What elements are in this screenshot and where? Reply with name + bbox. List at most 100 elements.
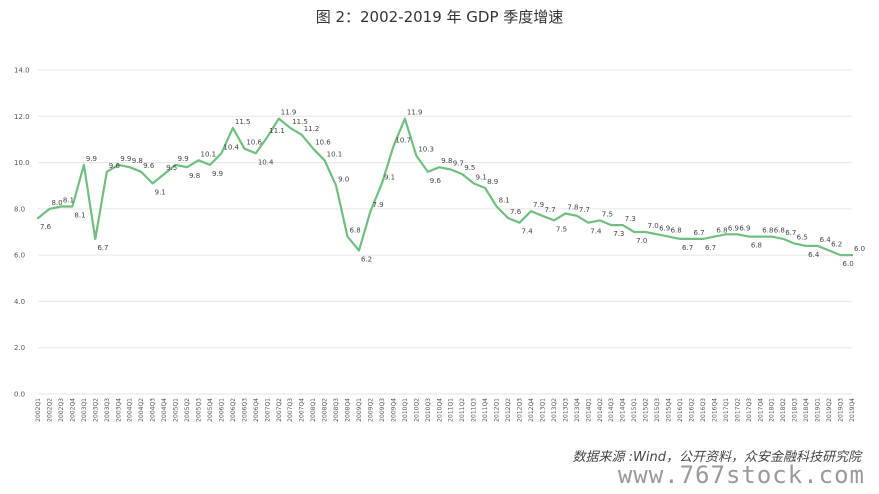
x-tick-label: 2016Q1 bbox=[677, 398, 684, 422]
x-tick-label: 2016Q4 bbox=[711, 398, 718, 422]
y-tick-label: 4.0 bbox=[14, 298, 25, 306]
x-tick-label: 2002Q4 bbox=[69, 398, 76, 422]
x-tick-label: 2010Q1 bbox=[402, 398, 409, 422]
data-label: 10.6 bbox=[315, 139, 331, 147]
x-tick-label: 2013Q3 bbox=[562, 398, 569, 422]
x-tick-label: 2007Q2 bbox=[276, 398, 283, 422]
watermark-text: www.767stock.com bbox=[617, 461, 865, 489]
x-tick-label: 2015Q3 bbox=[654, 398, 661, 422]
x-tick-label: 2015Q1 bbox=[631, 398, 638, 422]
x-tick-label: 2010Q2 bbox=[413, 398, 420, 422]
data-label: 9.8 bbox=[132, 157, 143, 165]
x-tick-label: 2002Q3 bbox=[58, 398, 65, 422]
data-label: 6.7 bbox=[785, 229, 796, 237]
data-label: 7.5 bbox=[602, 210, 613, 218]
data-label: 7.3 bbox=[625, 215, 636, 223]
data-label: 7.5 bbox=[556, 225, 567, 233]
data-label: 10.7 bbox=[395, 136, 411, 144]
data-label: 7.9 bbox=[533, 201, 544, 209]
x-tick-label: 2009Q2 bbox=[367, 398, 374, 422]
x-tick-label: 2013Q1 bbox=[539, 398, 546, 422]
data-label: 9.8 bbox=[441, 157, 452, 165]
data-label: 8.1 bbox=[499, 197, 510, 205]
x-tick-label: 2008Q2 bbox=[322, 398, 329, 422]
data-label: 8.9 bbox=[487, 178, 498, 186]
x-tick-label: 2004Q2 bbox=[138, 398, 145, 422]
data-label: 6.8 bbox=[751, 242, 762, 250]
data-label: 9.8 bbox=[189, 172, 200, 180]
data-label: 6.9 bbox=[739, 224, 750, 232]
x-tick-label: 2018Q2 bbox=[780, 398, 787, 422]
data-label: 9.1 bbox=[155, 188, 166, 196]
y-tick-label: 2.0 bbox=[14, 344, 25, 352]
x-tick-label: 2009Q1 bbox=[356, 398, 363, 422]
x-tick-label: 2006Q2 bbox=[230, 398, 237, 422]
data-label: 9.9 bbox=[120, 155, 131, 163]
data-label: 6.7 bbox=[693, 229, 704, 237]
x-tick-label: 2013Q2 bbox=[551, 398, 558, 422]
x-tick-label: 2017Q4 bbox=[757, 398, 764, 422]
x-tick-label: 2006Q1 bbox=[218, 398, 225, 422]
x-tick-label: 2005Q2 bbox=[184, 398, 191, 422]
data-label: 9.9 bbox=[212, 170, 223, 178]
data-label: 9.6 bbox=[109, 162, 121, 170]
data-label: 7.3 bbox=[613, 230, 624, 238]
x-tick-label: 2012Q2 bbox=[505, 398, 512, 422]
data-label: 7.0 bbox=[636, 237, 647, 245]
data-label: 10.3 bbox=[418, 146, 434, 154]
x-tick-label: 2019Q3 bbox=[838, 398, 845, 422]
data-label: 9.5 bbox=[166, 164, 177, 172]
data-label: 9.6 bbox=[143, 162, 155, 170]
x-tick-label: 2005Q1 bbox=[173, 398, 180, 422]
data-label: 11.2 bbox=[304, 125, 320, 133]
data-label: 6.7 bbox=[682, 244, 693, 252]
data-label: 11.5 bbox=[292, 118, 308, 126]
data-label: 7.0 bbox=[648, 222, 659, 230]
data-label: 9.6 bbox=[430, 177, 442, 185]
x-tick-label: 2018Q3 bbox=[792, 398, 799, 422]
y-tick-label: 14.0 bbox=[14, 67, 30, 75]
x-tick-label: 2018Q4 bbox=[803, 398, 810, 422]
data-label: 8.0 bbox=[51, 199, 62, 207]
y-tick-label: 10.0 bbox=[14, 159, 30, 167]
x-tick-label: 2017Q1 bbox=[723, 398, 730, 422]
x-tick-label: 2017Q3 bbox=[746, 398, 753, 422]
data-label: 6.7 bbox=[705, 244, 716, 252]
x-tick-label: 2016Q2 bbox=[688, 398, 695, 422]
x-tick-label: 2019Q1 bbox=[815, 398, 822, 422]
data-label: 10.4 bbox=[258, 158, 274, 166]
data-label: 6.0 bbox=[854, 245, 865, 253]
data-label: 9.9 bbox=[178, 155, 189, 163]
data-label: 10.6 bbox=[246, 139, 262, 147]
data-label: 9.1 bbox=[384, 173, 395, 181]
data-label: 9.9 bbox=[86, 155, 97, 163]
x-tick-label: 2005Q3 bbox=[196, 398, 203, 422]
data-label: 9.7 bbox=[453, 160, 464, 168]
data-label: 10.4 bbox=[223, 143, 239, 151]
x-tick-label: 2012Q4 bbox=[528, 398, 535, 422]
data-label: 7.6 bbox=[510, 208, 522, 216]
source-note: 数据来源 :Wind，公开资料，众安金融科技研究院 bbox=[572, 450, 861, 465]
x-tick-label: 2006Q3 bbox=[241, 398, 248, 422]
x-tick-label: 2016Q3 bbox=[700, 398, 707, 422]
x-tick-label: 2007Q1 bbox=[264, 398, 271, 422]
x-tick-label: 2015Q2 bbox=[643, 398, 650, 422]
data-label: 6.8 bbox=[774, 227, 785, 235]
x-tick-label: 2007Q4 bbox=[299, 398, 306, 422]
y-tick-label: 8.0 bbox=[14, 205, 25, 213]
data-label: 6.9 bbox=[659, 224, 670, 232]
x-tick-label: 2011Q1 bbox=[448, 398, 455, 422]
line-chart: 0.0 2.0 4.0 6.0 8.0 10.0 12.0 14.0 2002Q1 2002Q2 2… bbox=[14, 67, 865, 422]
data-label: 11.1 bbox=[269, 127, 285, 135]
x-tick-label: 2011Q3 bbox=[471, 398, 478, 422]
data-label: 6.7 bbox=[97, 244, 108, 252]
x-tick-label: 2012Q3 bbox=[517, 398, 524, 422]
x-tick-label: 2011Q2 bbox=[459, 398, 466, 422]
data-label: 6.5 bbox=[797, 234, 808, 242]
x-tick-label: 2008Q3 bbox=[333, 398, 340, 422]
x-tick-label: 2002Q2 bbox=[46, 398, 53, 422]
x-tick-label: 2014Q3 bbox=[608, 398, 615, 422]
data-label: 10.1 bbox=[327, 150, 343, 158]
y-tick-label: 6.0 bbox=[14, 252, 25, 260]
x-tick-label: 2004Q4 bbox=[161, 398, 168, 422]
